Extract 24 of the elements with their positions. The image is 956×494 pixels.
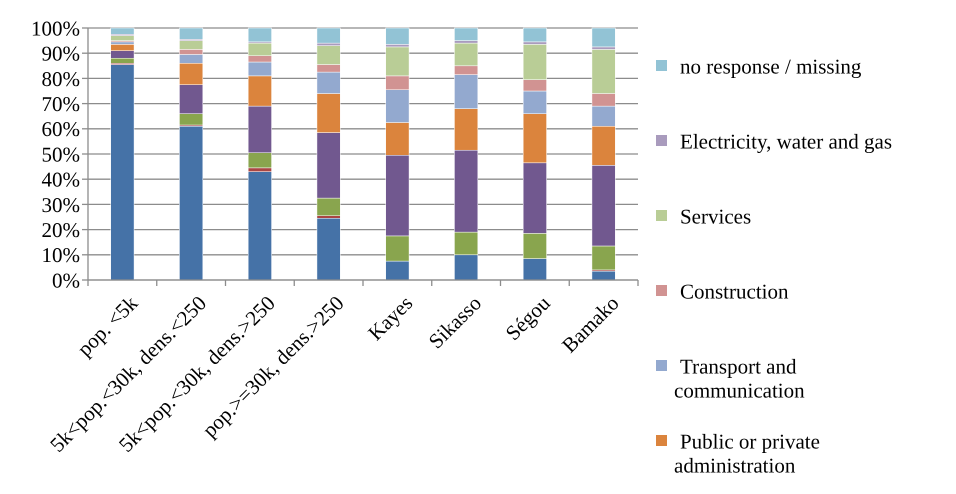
legend-label: Construction — [680, 279, 789, 304]
legend-label: Transport and communication — [674, 354, 806, 402]
y-tick-label: 0% — [52, 268, 80, 292]
y-tick-label: 40% — [42, 168, 80, 192]
bar — [454, 28, 478, 41]
bar — [248, 171, 272, 280]
y-tick-label: 50% — [42, 142, 80, 166]
y-tick-label: 10% — [42, 243, 80, 268]
bar — [316, 218, 341, 280]
y-tick-label: 60% — [42, 117, 80, 142]
bar — [592, 28, 616, 48]
legend-label: no response / missing — [680, 54, 862, 78]
legend-label: Services — [680, 204, 752, 228]
y-tick-label: 20% — [42, 218, 80, 242]
y-tick-label: 90% — [42, 42, 80, 66]
bar — [385, 28, 410, 45]
bar — [316, 28, 341, 44]
legend-label: Public or private administration — [674, 429, 820, 478]
y-tick-label: 30% — [42, 192, 80, 217]
legend-label: Electricity, water and gas — [680, 129, 892, 154]
y-tick-label: 70% — [42, 92, 80, 116]
y-tick-label: 100% — [31, 16, 80, 40]
bar — [522, 28, 547, 42]
y-tick-label: 80% — [42, 66, 80, 91]
